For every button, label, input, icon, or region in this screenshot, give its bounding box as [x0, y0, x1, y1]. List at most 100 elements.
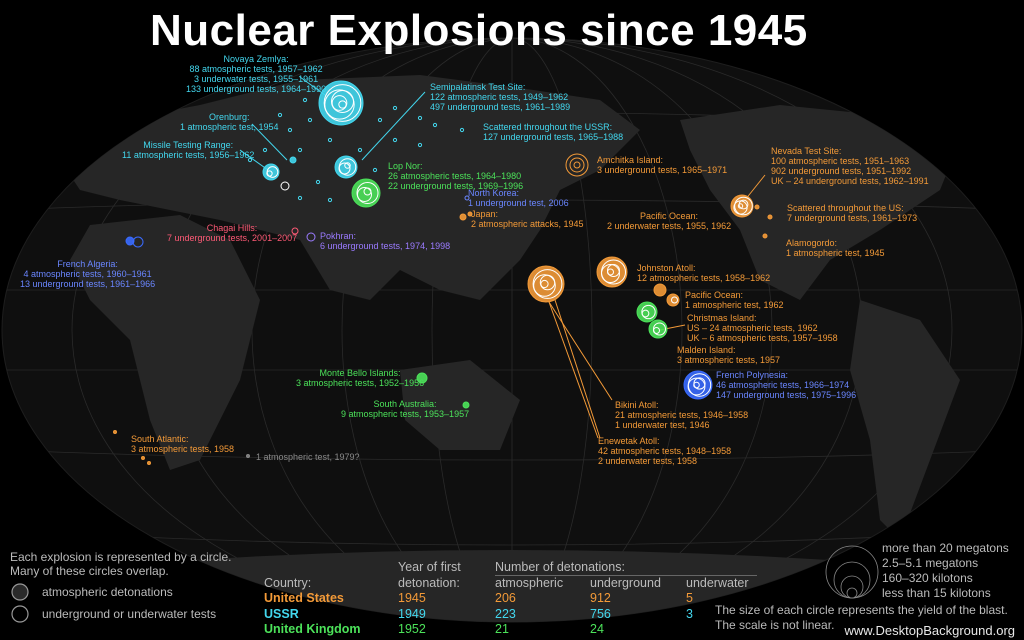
christmas-circle-ring: [641, 304, 656, 320]
lop-nor-circle: [351, 178, 381, 208]
semipalatinsk-circle-ring: [338, 162, 351, 175]
scale-label-2: 2.5–5.1 megatons: [882, 556, 979, 570]
alamogordo-circle: [762, 233, 768, 239]
col-underground-header: underground: [590, 576, 661, 590]
site-name: Amchitka Island:: [597, 155, 664, 165]
site-label-satlantic: South Atlantic: 3 atmospheric tests, 1958: [131, 434, 234, 454]
site-detail: 3 underground tests, 1965–1971: [597, 165, 728, 175]
amchitka-ring-2: [569, 157, 585, 173]
col-atmospheric-header: atmospheric: [495, 576, 564, 590]
site-label-bikini: Bikini Atoll: 21 atmospheric tests, 1946–…: [615, 400, 748, 430]
site-detail: 88 atmospheric tests, 1957–1962: [189, 64, 323, 74]
col-number-underline: [495, 575, 757, 576]
site-name: Monte Bello Islands:: [319, 368, 401, 378]
table-cell-und: 912: [590, 591, 611, 605]
satlantic-2: [141, 456, 145, 460]
north-america-landmass: [680, 105, 960, 300]
table-cell-atm: 21: [495, 622, 509, 636]
circle-legend: Each explosion is represented by a circl…: [10, 550, 231, 626]
col-year-header-2: detonation:: [398, 576, 460, 590]
site-detail: US – 24 atmospheric tests, 1962: [687, 323, 818, 333]
orenburg-circle: [289, 156, 297, 164]
ussr-scattered-dot: [417, 115, 423, 121]
site-detail: 133 underground tests, 1964–1990: [186, 84, 327, 94]
montebello-circle: [416, 372, 428, 384]
site-label-nevada: Nevada Test Site: 100 atmospheric tests, …: [771, 146, 929, 186]
site-detail: 12 atmospheric tests, 1958–1962: [637, 273, 771, 283]
johnston-circle: [653, 283, 667, 297]
legend-underground-label: underground or underwater tests: [42, 607, 217, 621]
ussr-scattered-dot: [277, 112, 283, 118]
unknown-test-circle: [246, 454, 250, 458]
site-name: Scattered throughout the USSR:: [483, 122, 613, 132]
bikini-circle-ring: [540, 279, 549, 289]
novaya-zemlya-circle-ring: [331, 95, 348, 111]
lop-nor-circle-ring: [363, 187, 372, 196]
nested-circles-icon: [825, 545, 879, 599]
site-name: French Polynesia:: [716, 370, 789, 380]
table-cell-und: 756: [590, 606, 611, 621]
legend-intro-1: Each explosion is represented by a circl…: [10, 550, 232, 564]
ussr-scattered-dot: [372, 167, 378, 173]
site-detail: 127 underground tests, 1965–1988: [483, 132, 624, 142]
scale-label-1: more than 20 megatons: [882, 541, 1009, 555]
site-detail: 122 atmospheric tests, 1949–1962: [430, 92, 569, 102]
site-name: Nevada Test Site:: [771, 146, 842, 156]
nevada-callout: [744, 174, 766, 201]
site-name: Enewetak Atoll:: [598, 436, 660, 446]
site-detail: 7 underground tests, 1961–1973: [787, 213, 918, 223]
scale-note-2: The scale is not linear.: [715, 618, 835, 632]
legend-intro-2: Many of these circles overlap.: [10, 564, 169, 578]
site-detail: 46 atmospheric tests, 1966–1974: [716, 380, 850, 390]
site-detail: UK – 24 underground tests, 1962–1991: [771, 176, 929, 186]
us-scattered-2: [767, 214, 773, 220]
japan-circle: [459, 213, 467, 221]
site-name: North Korea:: [468, 188, 520, 198]
ussr-scattered-dot: [297, 195, 303, 201]
table-cell-uw: 5: [686, 591, 693, 605]
south-australia-circle: [462, 401, 470, 409]
australia-landmass: [400, 360, 520, 450]
malden-circle-ring: [653, 327, 660, 334]
site-label-amchitka: Amchitka Island: 3 underground tests, 196…: [597, 155, 727, 175]
site-detail: UK – 6 atmospheric tests, 1957–1958: [687, 333, 838, 343]
enewetak-circle-ring: [601, 264, 620, 283]
ussr-scattered-dot: [432, 122, 438, 128]
site-detail: 9 atmospheric tests, 1953–1957: [341, 409, 470, 419]
table-cell-country: United Kingdom: [264, 622, 361, 636]
site-label-pacific1: Pacific Ocean: 2 underwater tests, 1955, …: [607, 211, 731, 231]
site-label-novaya: Novaya Zemlya: 88 atmospheric tests, 1957…: [186, 54, 326, 94]
ussr-scattered-dot: [392, 137, 398, 143]
site-label-pokhran: Pokhran: 6 underground tests, 1974, 1998: [320, 231, 450, 251]
site-label-chagai: Chagai Hills: 7 underground tests, 2001–2…: [167, 223, 297, 243]
pokhran-circle: [306, 232, 316, 242]
site-detail: 2 underwater tests, 1958: [598, 456, 698, 466]
site-label-frenchpoly: French Polynesia: 46 atmospheric tests, 1…: [716, 370, 856, 400]
ussr-scattered-dot: [392, 105, 398, 111]
bikini-circle-ring: [533, 274, 556, 297]
site-name: Pokhran:: [320, 231, 357, 241]
table-cell-year: 1949: [398, 606, 426, 621]
us-scattered-1: [754, 204, 760, 210]
bikini-circle-ring: [539, 274, 556, 291]
africa-landmass: [70, 215, 260, 470]
semipalatinsk-circle-ring: [344, 162, 351, 169]
south-america-landmass: [850, 300, 960, 540]
ussr-scattered-dot: [315, 179, 321, 185]
site-detail: 42 atmospheric tests, 1948–1958: [598, 446, 732, 456]
site-detail: 11 atmospheric tests, 1956–1962: [122, 150, 255, 160]
scale-label-3: 160–320 kilotons: [882, 571, 973, 585]
ussr-scattered-dot: [459, 127, 465, 133]
scale-label-4: less than 15 kilotons: [882, 586, 991, 600]
christmas-circle: [636, 301, 658, 323]
novaya-zemlya-circle-ring: [324, 89, 355, 120]
north-korea-circle: [464, 195, 470, 201]
site-detail: 2 underwater tests, 1955, 1962: [607, 221, 732, 231]
nevada-circle-ring: [737, 203, 744, 209]
ussr-scattered-dot: [247, 157, 253, 163]
col-number-header: Number of detonations:: [495, 560, 625, 574]
callout-lines: [239, 76, 766, 439]
site-label-alamogordo: Alamogordo: 1 atmospheric test, 1945: [786, 238, 885, 258]
site-detail: 3 atmospheric tests, 1958: [131, 444, 235, 454]
